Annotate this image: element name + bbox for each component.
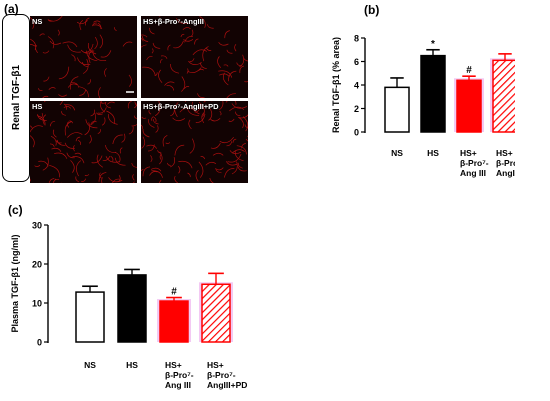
y-tick-label: 4 [354, 81, 359, 91]
micrograph-hs-ang-image [141, 16, 248, 98]
category-label: β-Pro⁷- [460, 158, 489, 168]
category-label: HS+ [207, 360, 224, 370]
significance-marker: # [171, 287, 177, 298]
category-label: HS+ [460, 148, 477, 158]
micrograph-ns-image [30, 16, 137, 98]
bar [117, 274, 147, 343]
y-axis-label: Plasma TGF-β1 (ng/ml) [10, 234, 20, 332]
significance-marker: # [466, 65, 472, 76]
y-tick-label: 8 [354, 34, 359, 44]
category-label: AngII+PD [496, 168, 515, 178]
category-label: NS [391, 148, 403, 158]
category-label: β-Pro⁷- [165, 370, 194, 380]
bar [384, 86, 410, 133]
micrograph-label: HS+β-Pro⁷-AngIII+PD [143, 102, 219, 111]
y-tick-label: 2 [354, 104, 359, 114]
micrograph-background [141, 16, 248, 98]
micrograph-label: HS [32, 102, 43, 111]
panel-letter-a: (a) [4, 2, 19, 16]
y-tick-label: 0 [37, 338, 42, 348]
category-label: HS+ [165, 360, 182, 370]
row-label-frame [2, 14, 30, 182]
bar [456, 79, 482, 133]
y-tick-label: 6 [354, 57, 359, 67]
category-label: Ang III [165, 380, 191, 390]
micrograph-hs-ang-pd: HS+β-Pro⁷-AngIII+PD [141, 101, 248, 183]
micrograph-hs: HS [30, 101, 137, 183]
category-label: HS [126, 360, 138, 370]
row-label: Renal TGF-β1 [10, 64, 22, 130]
micrograph-fibers [141, 101, 248, 183]
micrograph-fibers [141, 16, 248, 98]
category-label: Ang III [460, 168, 486, 178]
micrograph-label: HS+β-Pro⁷-AngIII [143, 17, 204, 26]
panel-letter-b: (b) [364, 3, 380, 17]
bar [159, 300, 189, 343]
category-label: NS [84, 360, 96, 370]
micrograph-background [30, 101, 137, 183]
significance-marker: * [431, 39, 435, 50]
bar [420, 54, 446, 133]
category-label: HS+ [496, 148, 513, 158]
panel-letter-c: (c) [8, 203, 23, 217]
micrograph-hs-ang-pd-image [141, 101, 248, 183]
y-tick-label: 30 [32, 221, 42, 231]
micrograph-ns: NS [30, 16, 137, 98]
category-label: HS [427, 148, 439, 158]
micrograph-fibers [30, 101, 137, 183]
micrograph-fibers [30, 16, 133, 98]
y-axis-label: Renal TGF-β1 (% area) [331, 37, 341, 133]
y-tick-label: 10 [32, 299, 42, 309]
bar [492, 59, 515, 133]
micrograph-hs-ang: HS+β-Pro⁷-AngIII [141, 16, 248, 98]
y-tick-label: 0 [354, 128, 359, 138]
bar [201, 283, 231, 343]
micrograph-background [30, 16, 137, 98]
category-label: AngIII+PD [207, 380, 247, 390]
y-tick-label: 20 [32, 260, 42, 270]
micrograph-label: NS [32, 17, 43, 26]
category-label: β-Pro⁷- [207, 370, 236, 380]
category-label: β-Pro⁷- [496, 158, 515, 168]
micrograph-hs-image [30, 101, 137, 183]
bar [75, 291, 105, 343]
